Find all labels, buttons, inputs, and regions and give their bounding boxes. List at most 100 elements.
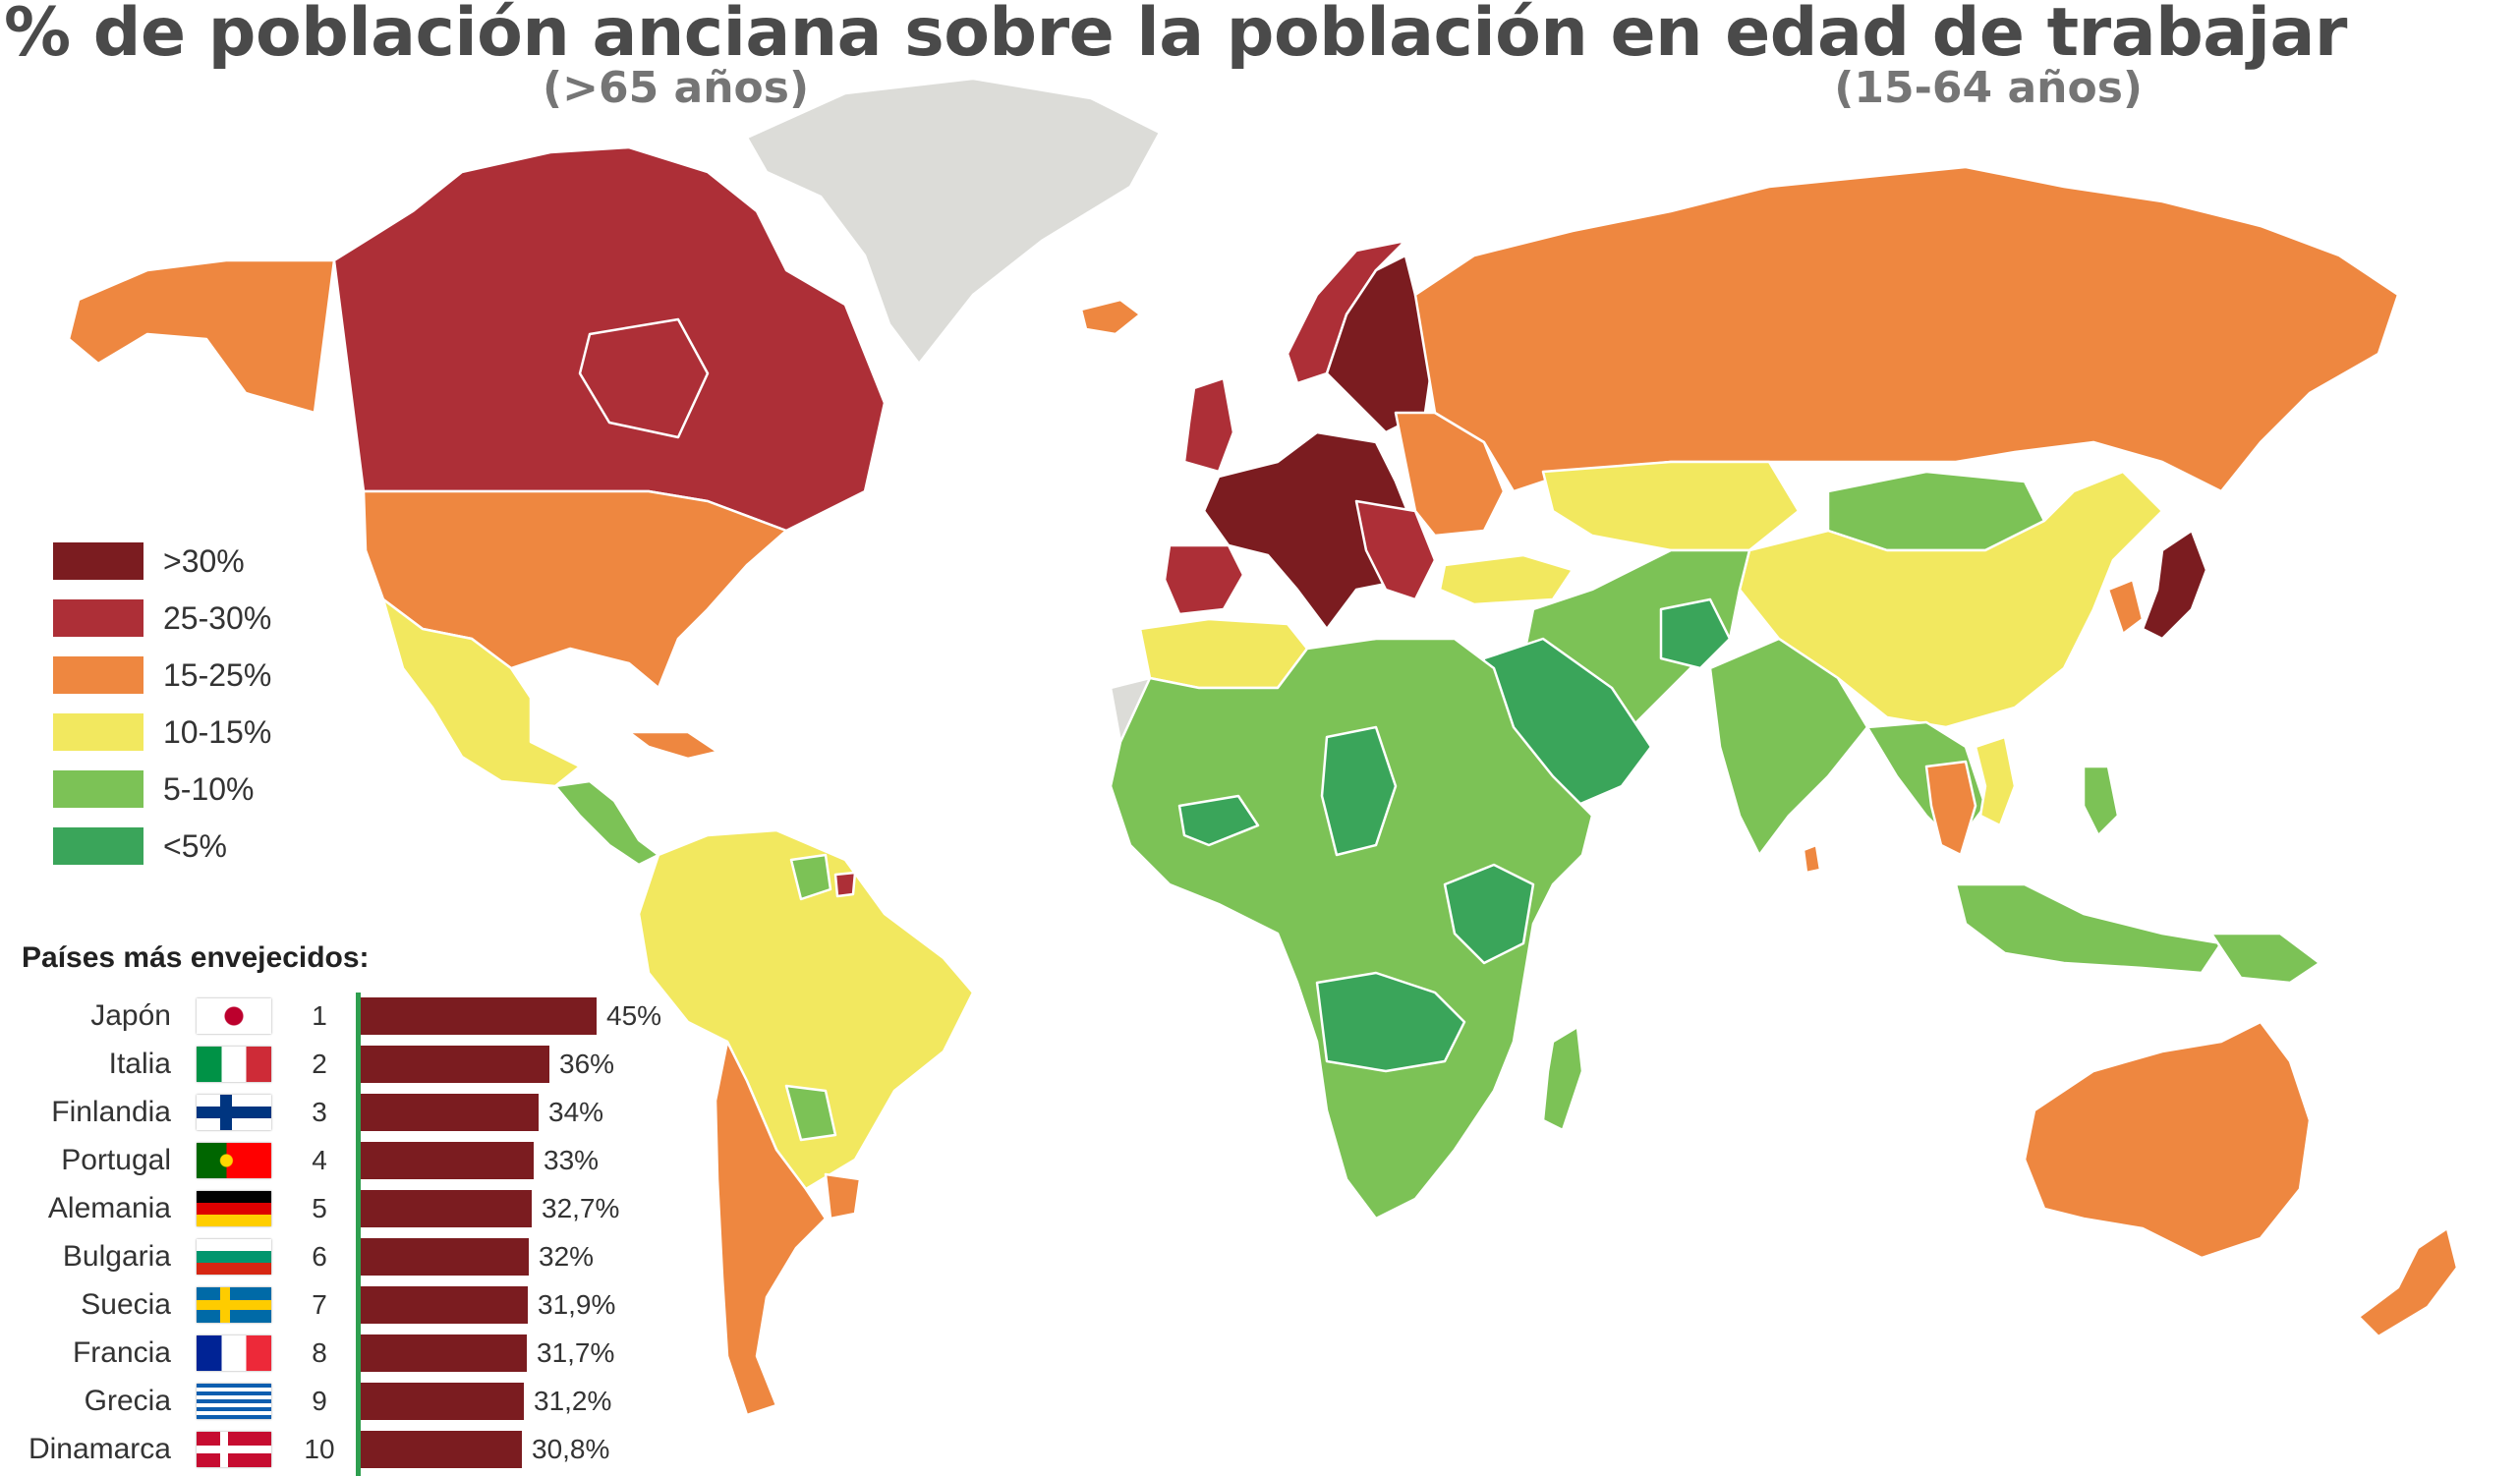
legend-label: >30% <box>163 543 245 579</box>
country-name: Italia <box>108 1048 171 1080</box>
region-indonesia <box>1954 882 2223 975</box>
legend-label: 10-15% <box>163 714 272 750</box>
region-central-america <box>553 779 660 867</box>
region-alaska <box>67 258 336 415</box>
legend-swatch <box>53 770 143 808</box>
rank-number: 7 <box>312 1289 327 1320</box>
value-label: 32% <box>539 1241 595 1272</box>
flag-denmark-icon <box>197 1432 271 1467</box>
flag-germany-icon <box>197 1191 271 1226</box>
region-mali-niger-belt <box>1177 794 1260 847</box>
region-thailand <box>1924 760 1977 857</box>
legend-swatch <box>53 827 143 865</box>
region-sri-lanka <box>1802 843 1822 875</box>
legend-swatch <box>53 542 143 580</box>
country-name: Alemania <box>47 1192 171 1224</box>
legend-label: 25-30% <box>163 600 272 636</box>
legend-label: 5-10% <box>163 771 255 807</box>
ranking-bar <box>361 997 597 1035</box>
country-name: Japón <box>90 999 171 1032</box>
rank-number: 2 <box>312 1049 327 1079</box>
rank-number: 6 <box>312 1241 327 1272</box>
ranking-bar <box>361 1383 524 1420</box>
map-title: % de población anciana sobre la població… <box>4 0 2347 72</box>
ranking-bar <box>361 1431 522 1468</box>
flag-greece-icon <box>197 1384 271 1419</box>
country-name: Dinamarca <box>28 1433 171 1465</box>
region-philippines <box>2082 765 2120 837</box>
region-new-zealand <box>2357 1226 2459 1338</box>
region-mexico <box>381 597 582 788</box>
region-angola-zambia <box>1315 971 1466 1073</box>
flag-france-icon <box>197 1335 271 1371</box>
region-east-africa-green <box>1443 863 1535 965</box>
rank-number: 3 <box>312 1097 327 1127</box>
value-label: 32,7% <box>542 1193 620 1223</box>
region-uk-ireland <box>1182 376 1235 474</box>
ranking-bar <box>361 1286 528 1324</box>
ranking-row: Japón 1 45% <box>0 993 688 1040</box>
ranking-row: Bulgaria 6 32% <box>0 1233 688 1280</box>
ranking-row: Portugal 4 33% <box>0 1137 688 1184</box>
ranking-row: Grecia 9 31,2% <box>0 1378 688 1425</box>
ranking-row: Dinamarca 10 30,8% <box>0 1426 688 1473</box>
ranking-bar <box>361 1094 539 1131</box>
region-argentina-chile <box>714 1040 828 1417</box>
region-japan <box>2141 529 2208 641</box>
subtitle-elderly: (>65 años) <box>543 63 810 113</box>
flag-finland-icon <box>197 1095 271 1130</box>
ranking-row: Finlandia 3 34% <box>0 1089 688 1136</box>
region-french-guiana <box>833 871 857 898</box>
rank-number: 9 <box>312 1386 327 1416</box>
flag-japan-icon <box>197 998 271 1034</box>
region-greenland <box>745 77 1162 366</box>
value-label: 33% <box>544 1145 600 1175</box>
rank-number: 5 <box>312 1193 327 1223</box>
flag-bulgaria-icon <box>197 1239 271 1275</box>
ranking-bar <box>361 1334 527 1372</box>
region-madagascar <box>1541 1025 1584 1132</box>
region-png <box>2209 932 2321 985</box>
region-caribbean <box>627 730 719 761</box>
value-label: 31,9% <box>538 1289 616 1320</box>
rank-number: 1 <box>312 1000 327 1031</box>
rank-number: 10 <box>304 1434 335 1464</box>
ranking-title: Países más envejecidos: <box>22 941 370 974</box>
legend-swatch <box>53 713 143 751</box>
country-name: Bulgaria <box>62 1240 171 1273</box>
subtitle-working-age: (15-64 años) <box>1834 63 2143 113</box>
ranking-bar <box>361 1142 534 1179</box>
region-india <box>1708 637 1869 857</box>
region-paraguay <box>784 1084 837 1142</box>
legend-label: <5% <box>163 828 227 864</box>
legend-swatch <box>53 656 143 694</box>
ranking-row: Italia 2 36% <box>0 1041 688 1088</box>
value-label: 36% <box>559 1049 615 1079</box>
country-name: Grecia <box>84 1385 171 1417</box>
region-afghanistan <box>1659 597 1732 670</box>
ranking-row: Suecia 7 31,9% <box>0 1281 688 1329</box>
region-western-europe <box>1202 430 1417 631</box>
country-name: Suecia <box>81 1288 171 1321</box>
country-name: Francia <box>72 1336 171 1369</box>
country-name: Finlandia <box>51 1096 171 1128</box>
region-australia <box>2023 1020 2312 1260</box>
ranking-bar <box>361 1190 532 1227</box>
region-uruguay <box>824 1172 862 1221</box>
ranking-row: Alemania 5 32,7% <box>0 1185 688 1232</box>
ranking-bar <box>361 1238 529 1276</box>
ranking-chart: Japón 1 45% Italia 2 36% Finlandia 3 34%… <box>0 993 688 1476</box>
region-vietnam <box>1974 735 2017 827</box>
region-iceland <box>1079 298 1142 336</box>
region-korea <box>2106 578 2145 636</box>
value-label: 31,2% <box>534 1386 612 1416</box>
value-label: 30,8% <box>532 1434 610 1464</box>
value-label: 34% <box>548 1097 604 1127</box>
flag-italy-icon <box>197 1047 271 1082</box>
region-chad <box>1320 725 1398 857</box>
value-label: 45% <box>606 1000 662 1031</box>
flag-sweden-icon <box>197 1287 271 1323</box>
ranking-axis <box>356 993 361 1476</box>
